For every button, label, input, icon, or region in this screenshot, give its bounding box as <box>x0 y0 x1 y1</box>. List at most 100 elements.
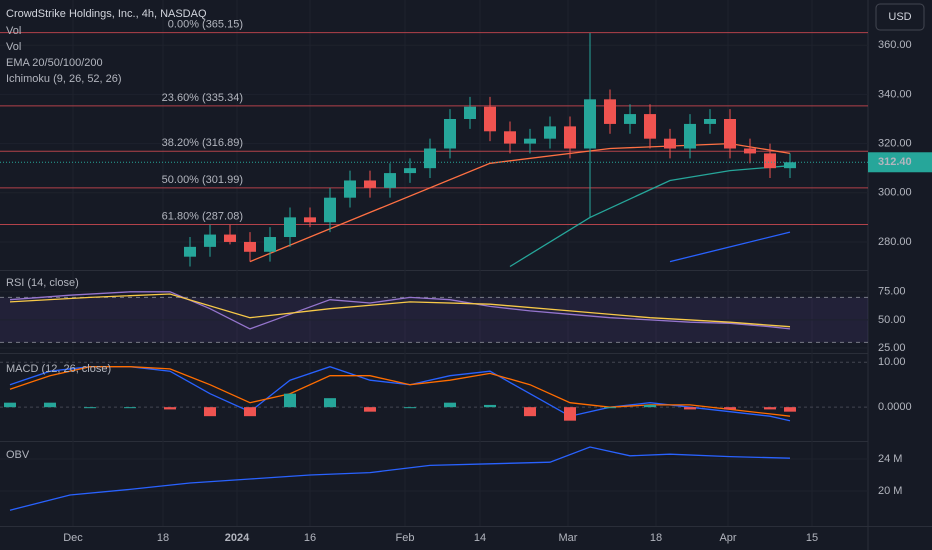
y-tick-label: 360.00 <box>878 39 912 51</box>
indicator-label: Vol <box>6 25 21 37</box>
histogram-bar <box>784 407 796 412</box>
histogram-bar <box>204 407 216 417</box>
histogram-bar <box>364 407 376 412</box>
histogram-bar <box>764 407 776 410</box>
histogram-bar <box>524 407 536 417</box>
candle-body <box>664 138 676 149</box>
candle-body <box>424 148 436 169</box>
last-price-tag <box>868 152 932 173</box>
currency[interactable]: USD <box>888 11 911 23</box>
candle-body <box>764 153 776 169</box>
fib-label: 50.00% (301.99) <box>162 174 243 186</box>
y-tick-label: 300.00 <box>878 187 912 199</box>
y-tick-label: 0.0000 <box>878 401 912 413</box>
x-tick-label: 18 <box>650 532 662 544</box>
indicator-line <box>9 446 791 511</box>
y-tick-label: 75.00 <box>878 286 906 298</box>
x-tick-label: 16 <box>304 532 316 544</box>
histogram-bar <box>84 407 96 409</box>
histogram-bar <box>244 407 256 417</box>
fib-label: 23.60% (335.34) <box>162 92 243 104</box>
marks <box>0 32 868 511</box>
indicator-label: Ichimoku (9, 26, 52, 26) <box>6 73 122 85</box>
y-tick-label: 25.00 <box>878 342 906 354</box>
histogram-bar <box>124 407 136 409</box>
candle-body <box>304 217 316 223</box>
histogram-bar <box>164 407 176 410</box>
histogram-bar <box>484 404 496 408</box>
candle-body <box>184 246 196 257</box>
candle-body <box>704 119 716 124</box>
ema-line <box>249 142 791 263</box>
pane-title: MACD (12, 26, close) <box>6 363 111 375</box>
candle-body <box>344 180 356 198</box>
candle-body <box>644 114 656 139</box>
x-tick-label: Feb <box>396 532 415 544</box>
candle-body <box>444 119 456 149</box>
y-tick-label: 320.00 <box>878 137 912 149</box>
candle-body <box>744 148 756 154</box>
histogram-bar <box>684 407 696 410</box>
x-tick-label: Mar <box>559 532 578 544</box>
candle-body <box>204 234 216 247</box>
indicator-label: EMA 20/50/100/200 <box>6 57 103 69</box>
histogram-bar <box>284 393 296 408</box>
x-tick-label: Apr <box>719 532 736 544</box>
candle-body <box>624 114 636 124</box>
histogram-bar <box>444 402 456 408</box>
fib-label: 38.20% (316.89) <box>162 137 243 149</box>
x-tick-label: 15 <box>806 532 818 544</box>
pane-title: RSI (14, close) <box>6 277 79 289</box>
histogram-bar <box>4 402 16 408</box>
candle-body <box>784 162 796 169</box>
candle-body <box>284 217 296 238</box>
x-tick-label: 14 <box>474 532 486 544</box>
last-price-label: 312.40 <box>878 156 912 168</box>
indicator-line <box>9 291 791 330</box>
y-tick-label: 280.00 <box>878 236 912 248</box>
ema-line <box>669 231 791 263</box>
histogram-bar <box>564 407 576 421</box>
candle-body <box>384 173 396 188</box>
indicator-line <box>9 293 791 328</box>
histogram-bar <box>324 398 336 408</box>
candle-body <box>604 99 616 124</box>
ema-line <box>509 165 791 268</box>
candle-body <box>404 168 416 174</box>
y-tick-label: 340.00 <box>878 88 912 100</box>
candle-body <box>324 197 336 223</box>
candle-body <box>364 180 376 188</box>
candle-body <box>264 237 276 252</box>
y-tick-label: 20 M <box>878 485 902 497</box>
histogram-bar <box>604 407 616 409</box>
candle-body <box>724 119 736 149</box>
candle-body <box>524 138 536 144</box>
histogram-bar <box>724 407 736 410</box>
y-tick-label: 10.00 <box>878 356 906 368</box>
y-tick-label: 50.00 <box>878 314 906 326</box>
candle-body <box>464 106 476 120</box>
y-tick-label: 24 M <box>878 453 902 465</box>
candle-body <box>544 126 556 139</box>
pane-title: OBV <box>6 449 30 461</box>
indicator-line <box>9 366 791 417</box>
candle-body <box>584 99 596 149</box>
fib-label: 61.80% (287.08) <box>162 210 243 222</box>
candle-body <box>504 131 516 144</box>
candle-body <box>564 126 576 149</box>
x-tick-label: Dec <box>63 532 83 544</box>
currency-button[interactable] <box>875 3 925 31</box>
histogram-bar <box>44 402 56 408</box>
fib-label: 0.00% (365.15) <box>168 18 243 30</box>
x-tick-label: 2024 <box>225 532 250 544</box>
x-tick-label: 18 <box>157 532 169 544</box>
candle-body <box>684 123 696 149</box>
candle-body <box>484 106 496 132</box>
histogram-bar <box>644 404 656 408</box>
labels: CrowdStrike Holdings, Inc., 4h, NASDAQ V… <box>6 3 932 544</box>
candle-body <box>224 234 236 242</box>
symbol-title: CrowdStrike Holdings, Inc., 4h, NASDAQ <box>6 8 207 20</box>
candle-body <box>244 241 256 252</box>
